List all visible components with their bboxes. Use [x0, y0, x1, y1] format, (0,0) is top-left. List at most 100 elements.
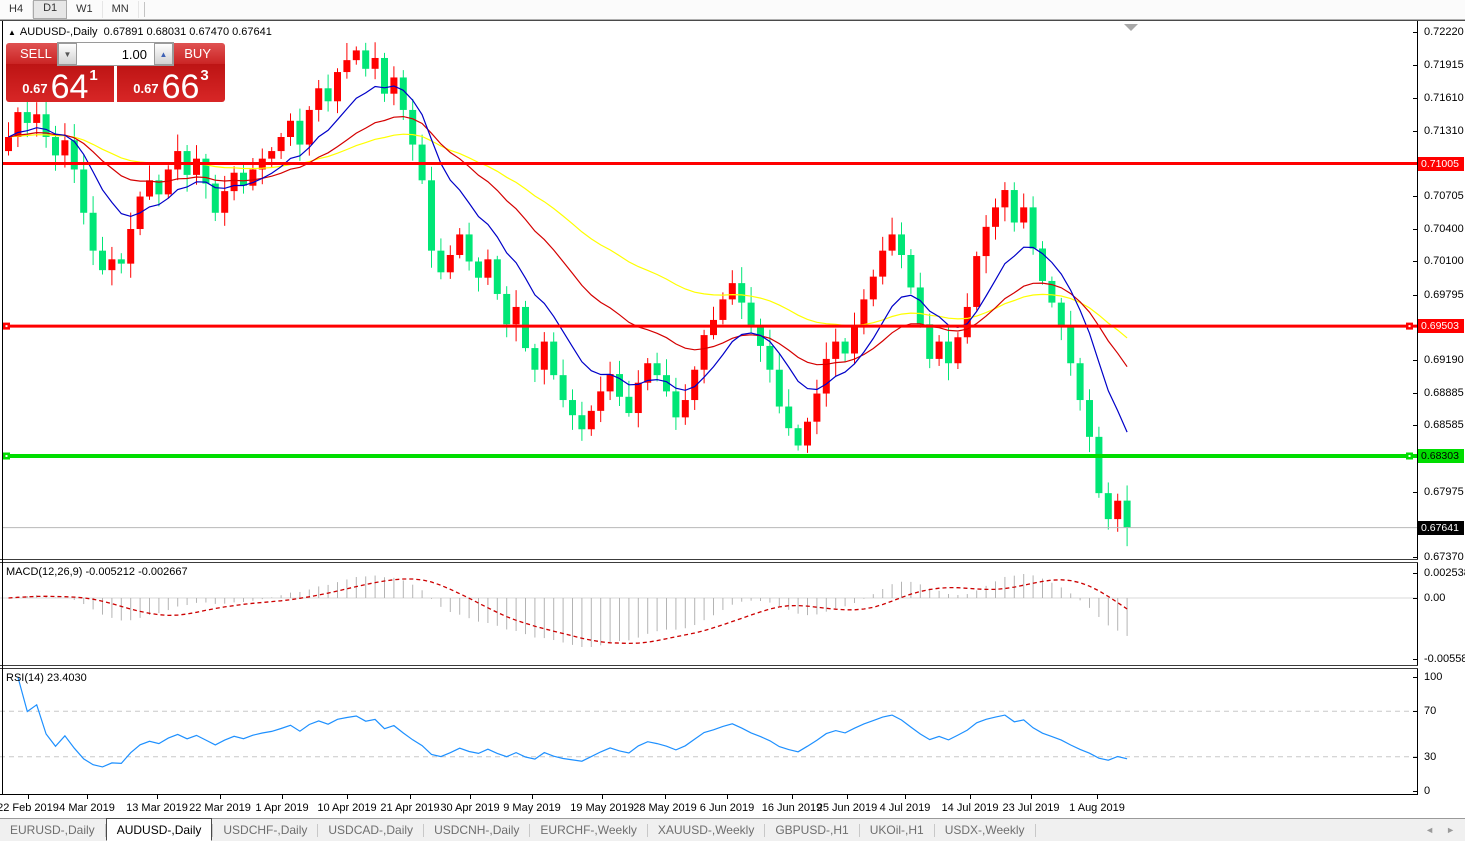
date-tick-mark — [28, 795, 29, 799]
macd-signal-line — [8, 578, 1128, 645]
symbol-collapse-icon[interactable]: ▲ — [8, 28, 16, 37]
tab-scroll-left-icon[interactable]: ◄ — [1425, 825, 1435, 835]
timeframe-button-w1[interactable]: W1 — [67, 1, 103, 18]
candle-body — [860, 299, 868, 327]
rsi-indicator-panel[interactable] — [0, 669, 1418, 794]
date-tick-mark — [410, 795, 411, 799]
chart-tab-usdxweekly[interactable]: USDX-,Weekly — [944, 823, 1025, 837]
candle-body — [1057, 302, 1065, 327]
date-tick-label: 1 Aug 2019 — [1069, 802, 1125, 814]
sell-price-pip: 1 — [89, 67, 98, 84]
chart-window[interactable]: ▲ AUDUSD-,Daily 0.67891 0.68031 0.67470 0… — [0, 20, 1465, 820]
candle-body — [193, 158, 200, 175]
main-price-chart[interactable] — [0, 21, 1418, 559]
candle-body — [954, 337, 962, 364]
chart-tab-usdcnhdaily[interactable]: USDCNH-,Daily — [434, 823, 520, 837]
macd-tick-mark — [1413, 573, 1418, 574]
candle-body — [1001, 190, 1009, 208]
candle-body — [606, 374, 614, 392]
chart-tab-eurusddaily[interactable]: EURUSD-,Daily — [10, 823, 95, 837]
candle-body — [653, 363, 661, 376]
chart-tab-eurchfweekly[interactable]: EURCHF-,Weekly — [540, 823, 637, 837]
rsi-name: RSI(14) — [6, 672, 44, 684]
candle-body — [155, 180, 163, 195]
candle-body — [794, 428, 802, 446]
candle-body — [775, 369, 783, 407]
rsi-tick-mark — [1413, 756, 1418, 758]
rsi-tick-mark — [1413, 791, 1418, 792]
candle-body — [898, 234, 905, 255]
macd-name: MACD(12,26,9) — [6, 566, 83, 578]
tab-separator — [933, 823, 935, 837]
last-bar-marker-icon[interactable] — [1124, 24, 1138, 31]
candle-body — [728, 283, 736, 300]
candle-body — [1123, 500, 1131, 528]
candle-body — [597, 391, 605, 411]
candle-body — [587, 410, 595, 430]
candle-body — [362, 50, 370, 69]
candle-body — [334, 72, 341, 102]
price-tick-mark — [1413, 195, 1418, 197]
line-handle-dot — [1408, 455, 1411, 458]
date-tick-label: 4 Jul 2019 — [879, 802, 931, 814]
candle-body — [766, 345, 774, 370]
volume-input[interactable] — [77, 43, 154, 65]
panel-separator[interactable] — [0, 559, 1465, 563]
chart-left-border — [2, 21, 3, 794]
chart-tab-usdcaddaily[interactable]: USDCAD-,Daily — [328, 823, 414, 837]
price-tick-label: 0.71915 — [1424, 59, 1464, 71]
candle-body — [211, 183, 219, 213]
timeframe-button-mn[interactable]: MN — [103, 1, 139, 18]
rsi-tick-label: 70 — [1424, 705, 1437, 718]
chart-tab-xauusdweekly[interactable]: XAUUSD-,Weekly — [657, 823, 755, 837]
timeframe-button-h4[interactable]: H4 — [0, 1, 34, 18]
price-tick-label: 0.69190 — [1424, 353, 1464, 366]
chart-tab-audusddaily[interactable]: AUDUSD-,Daily — [105, 817, 213, 841]
candle-body — [503, 293, 511, 325]
candle-body — [315, 88, 323, 110]
date-tick-mark — [727, 795, 728, 799]
candle-body — [634, 382, 642, 414]
price-tick-label: 0.70400 — [1424, 223, 1464, 235]
candle-body — [550, 341, 558, 376]
date-tick-label: 4 Mar 2019 — [59, 802, 115, 814]
rsi-tick-label: 100 — [1424, 671, 1443, 683]
ma-line-10 — [8, 85, 1128, 433]
macd-label: MACD(12,26,9) -0.005212 -0.002667 — [6, 566, 188, 578]
date-tick-label: 1 Apr 2019 — [255, 802, 309, 814]
buy-price-display[interactable]: 0.67 66 3 — [117, 64, 225, 104]
candle-body — [221, 191, 229, 213]
candle-body — [437, 250, 445, 273]
candle-body — [644, 363, 652, 383]
candle-body — [785, 406, 793, 429]
date-tick-label: 28 May 2019 — [633, 802, 697, 814]
tab-separator — [858, 823, 860, 837]
candle-body — [1048, 280, 1056, 303]
date-tick-label: 23 Jul 2019 — [1002, 802, 1060, 814]
chart-tab-ukoilh1[interactable]: UKOil-,H1 — [869, 823, 924, 837]
price-tick-label: 0.72220 — [1424, 26, 1464, 38]
volume-increase-button[interactable]: ▲ — [154, 43, 173, 65]
candle-body — [14, 112, 22, 137]
candle-body — [399, 77, 407, 110]
candle-body — [540, 341, 548, 370]
timeframe-button-d1[interactable]: D1 — [33, 0, 68, 19]
macd-indicator-panel[interactable] — [0, 563, 1418, 665]
tab-scroll-right-icon[interactable]: ► — [1446, 825, 1455, 835]
candle-body — [352, 50, 360, 61]
candle-body — [484, 259, 492, 278]
candle-body — [456, 234, 464, 255]
sell-price-display[interactable]: 0.67 64 1 — [6, 64, 114, 104]
chart-tab-gbpusdh1[interactable]: GBPUSD-,H1 — [775, 823, 849, 837]
candle-body — [249, 169, 257, 186]
candle-body — [42, 114, 50, 137]
chart-title: ▲ AUDUSD-,Daily 0.67891 0.68031 0.67470 0… — [8, 26, 272, 38]
volume-decrease-button[interactable]: ▼ — [58, 43, 77, 65]
chart-tab-usdchfdaily[interactable]: USDCHF-,Daily — [223, 823, 308, 837]
panel-separator[interactable] — [0, 665, 1465, 669]
candle-body — [52, 137, 59, 156]
candle-body — [888, 234, 896, 251]
candle-body — [428, 180, 435, 251]
